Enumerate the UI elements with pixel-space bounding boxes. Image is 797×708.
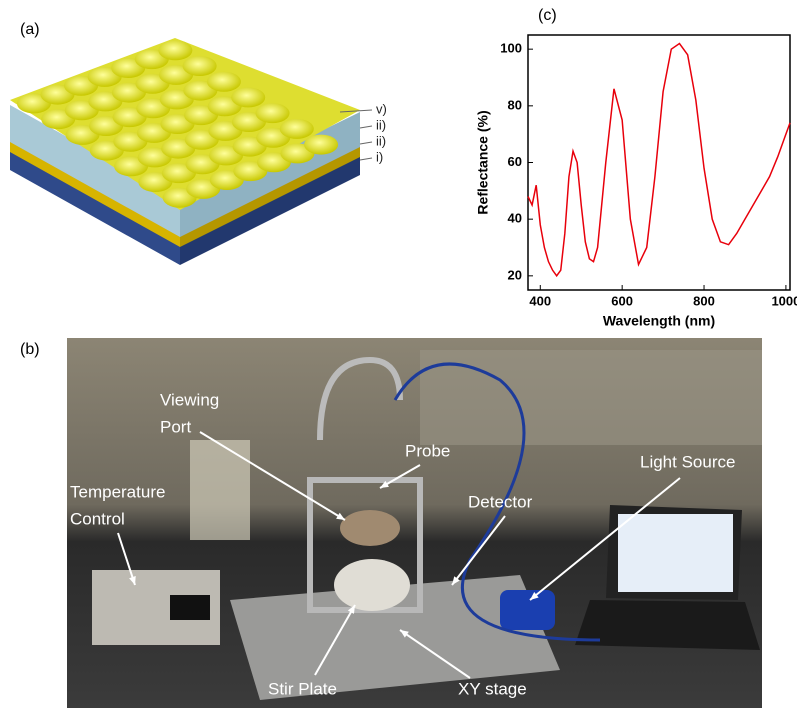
leader <box>360 142 372 144</box>
x-tick-label: 400 <box>529 293 551 308</box>
annotation: XY stage <box>458 679 527 698</box>
layer-stack <box>10 38 360 265</box>
annotation: Probe <box>405 441 450 460</box>
layer-label: i) <box>376 149 383 164</box>
annotation: Port <box>160 417 191 436</box>
leader <box>360 158 372 160</box>
annotation: Control <box>70 509 125 528</box>
panel-label: (c) <box>538 7 557 24</box>
x-axis-label: Wavelength (nm) <box>603 313 715 329</box>
annotation: Temperature <box>70 482 165 501</box>
layer-label: ii) <box>376 117 386 132</box>
bump <box>231 87 265 107</box>
x-tick-label: 600 <box>611 293 633 308</box>
panel-label: (a) <box>20 21 40 38</box>
y-tick-label: 20 <box>508 267 522 282</box>
annotation: Detector <box>468 492 533 511</box>
y-axis-label: Reflectance (%) <box>475 110 491 214</box>
bump <box>183 56 217 76</box>
y-tick-label: 80 <box>508 97 522 112</box>
annotation: Light Source <box>640 452 735 471</box>
bump <box>256 103 290 123</box>
bump <box>280 119 314 139</box>
layer-label: ii) <box>376 133 386 148</box>
leader <box>360 126 372 128</box>
y-tick-label: 40 <box>508 211 522 226</box>
bump <box>207 72 241 92</box>
line-series <box>528 44 790 276</box>
figure: (a) v) ii) ii) i) (c) 400 600 800 1000 20 40 6… <box>0 0 797 708</box>
bump <box>158 40 192 60</box>
bump <box>304 135 338 155</box>
panel-label: (b) <box>20 341 40 358</box>
chart: 400 600 800 1000 20 40 60 80 100 Wavelength (nm) R… <box>475 35 797 329</box>
layer-label: v) <box>376 101 387 116</box>
x-tick-label: 1000 <box>771 293 797 308</box>
plot-frame <box>528 35 790 290</box>
x-tick-label: 800 <box>693 293 715 308</box>
y-tick-label: 60 <box>508 154 522 169</box>
annotation: Stir Plate <box>268 679 337 698</box>
y-tick-label: 100 <box>500 41 522 56</box>
annotation: Viewing <box>160 390 219 409</box>
